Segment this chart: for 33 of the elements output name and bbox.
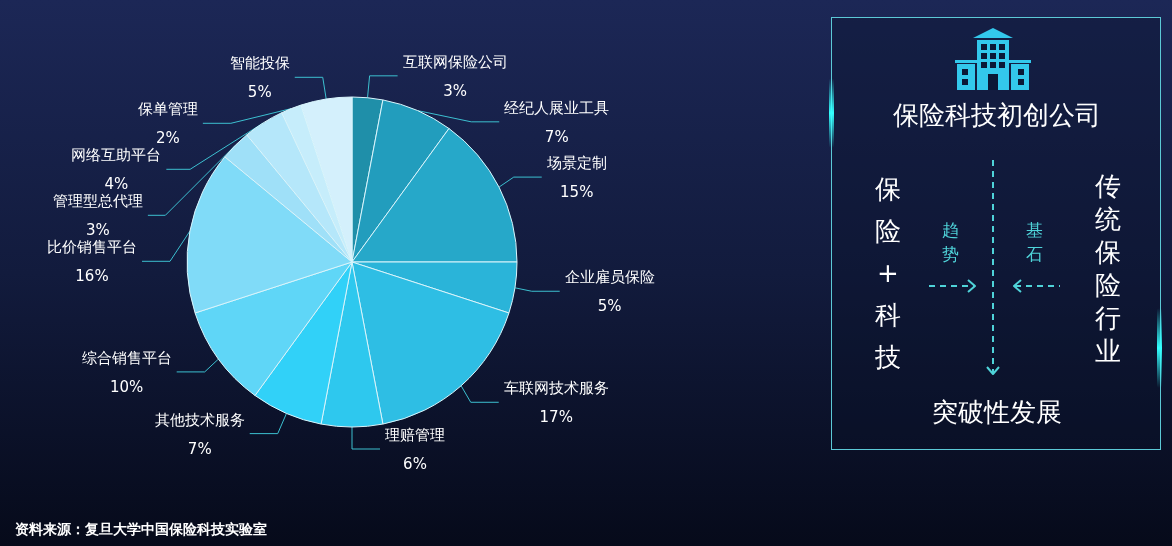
- data-label: 5%: [597, 297, 622, 316]
- data-label: 7%: [544, 127, 569, 146]
- text: 突破性发展: [931, 396, 1063, 429]
- slice-label: 管理型总代理: [52, 192, 143, 211]
- slice-label: 企业雇员保险: [564, 268, 655, 287]
- text: 保险科技初创公司: [892, 99, 1102, 132]
- data-label: 4%: [104, 175, 129, 194]
- slice-label: 互联网保险公司: [402, 52, 508, 71]
- data-label: 17%: [539, 408, 573, 427]
- text: 保险+科技: [875, 173, 901, 374]
- slice-label: 比价销售平台: [47, 238, 137, 257]
- data-label: 3%: [443, 81, 467, 100]
- data-label: 10%: [110, 377, 144, 396]
- data-label: 6%: [403, 455, 427, 473]
- data-label: 2%: [155, 129, 180, 148]
- slice-label: 场景定制: [545, 154, 607, 173]
- slice-label: 保单管理: [137, 100, 198, 119]
- text: 趋势: [941, 219, 959, 266]
- slice-label: 理赔管理: [385, 426, 445, 444]
- slice-label: 车联网技术服务: [503, 379, 609, 398]
- text: 基石: [1025, 219, 1043, 266]
- slice-label: 其他技术服务: [154, 410, 245, 429]
- slice-label: 综合销售平台: [81, 348, 172, 367]
- data-label: 7%: [187, 439, 212, 458]
- slice-label: 网络互助平台: [71, 146, 162, 165]
- data-label: 5%: [247, 83, 272, 102]
- data-label: 15%: [560, 183, 594, 202]
- data-label: 16%: [75, 267, 109, 286]
- slice-label: 经纪人展业工具: [504, 98, 610, 117]
- text: 传统保险行业: [1095, 170, 1121, 368]
- text: 资料来源：复旦大学中国保险科技实验室: [15, 521, 267, 537]
- data-label: 3%: [85, 221, 110, 240]
- slice-label: 智能投保: [229, 54, 290, 73]
